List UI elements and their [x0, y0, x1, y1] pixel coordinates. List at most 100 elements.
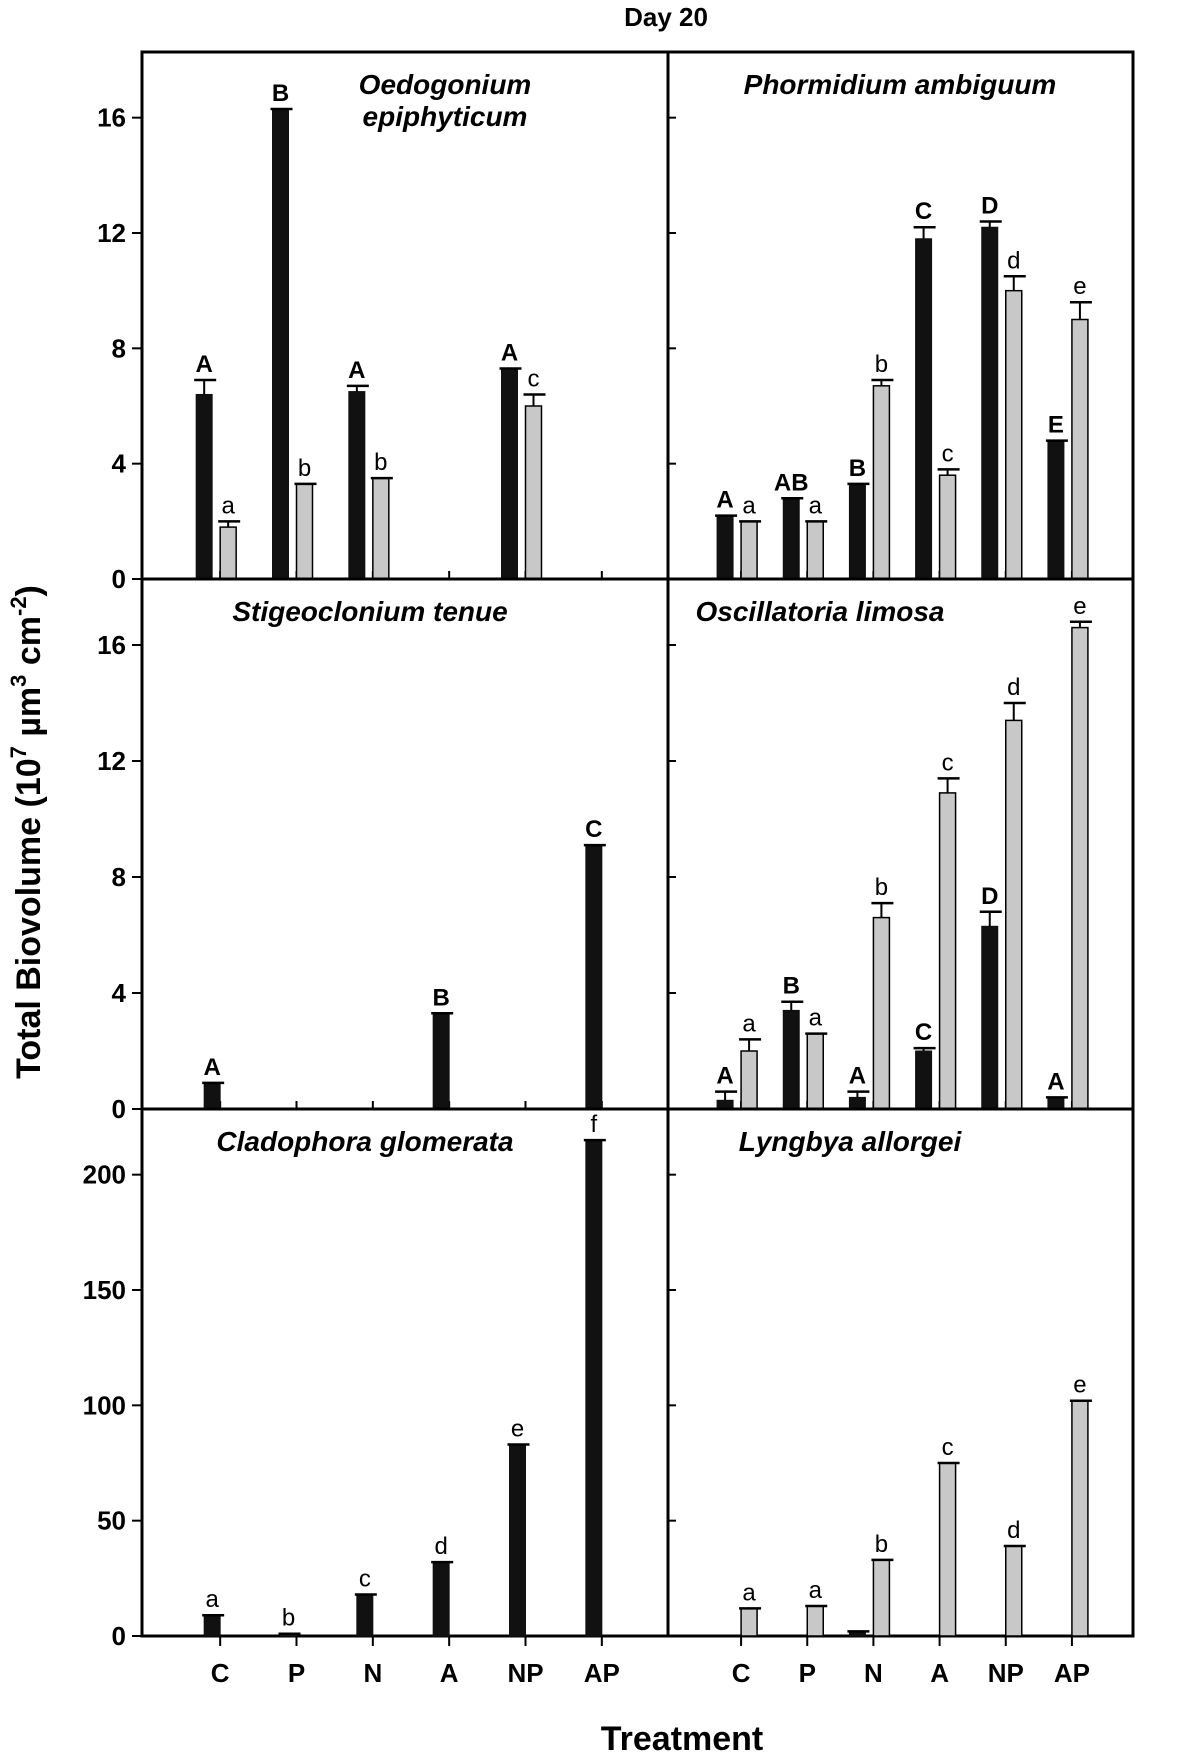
panel-mid-left: 0 4 8 12 16 A B C Stigeoclonium tenue: [97, 577, 670, 1124]
bar: [938, 1462, 957, 1637]
bar: [915, 238, 933, 580]
bar: [272, 108, 289, 580]
significance-letter: A: [716, 487, 733, 514]
significance-letter: c: [942, 1434, 954, 1461]
y-tick-label: 0: [112, 1621, 126, 1651]
x-tick-label: A: [440, 1658, 459, 1688]
significance-letter: e: [1073, 1372, 1086, 1399]
significance-letter: e: [1073, 273, 1086, 300]
bar: [981, 226, 999, 580]
panel-title: Oscillatoria limosa: [696, 596, 945, 627]
bar: [981, 925, 999, 1110]
significance-letter: a: [742, 1579, 756, 1606]
significance-letter: b: [875, 1531, 888, 1558]
panel-frame: [666, 577, 1135, 1111]
x-axis-label: Treatment: [601, 1720, 764, 1758]
panel-title: Phormidium ambiguum: [744, 69, 1057, 100]
bar: [1005, 1545, 1023, 1637]
significance-letter: D: [981, 883, 998, 910]
bar: [372, 477, 390, 580]
panel-title: Cladophora glomerata: [216, 1126, 513, 1157]
x-tick-label: N: [363, 1658, 382, 1688]
panel-title: epiphyticum: [363, 101, 528, 132]
significance-letter: d: [1007, 247, 1020, 274]
bar: [295, 483, 314, 580]
panel-title: Lyngbya allorgei: [739, 1126, 963, 1157]
significance-letter: A: [1047, 1068, 1064, 1095]
bar: [1071, 626, 1089, 1110]
y-tick-label: 8: [112, 333, 126, 363]
significance-letter: b: [875, 874, 888, 901]
panel-bottom-right: Ca Pa Nb Ac NP d AP e Lyngbya allorgei: [666, 1107, 1135, 1688]
bar: [806, 520, 824, 580]
significance-letter: c: [942, 749, 954, 776]
y-tick-label: 16: [97, 630, 126, 660]
significance-letter: B: [432, 984, 449, 1011]
x-tick-label: AP: [1054, 1658, 1090, 1688]
significance-letter: a: [809, 1005, 823, 1032]
significance-letter: d: [1007, 1517, 1020, 1544]
bar: [782, 1009, 800, 1110]
bar: [848, 483, 866, 580]
bar: [806, 1032, 824, 1110]
bar: [1005, 289, 1023, 580]
significance-letter: c: [528, 365, 540, 392]
bar: [356, 1593, 374, 1637]
bar: [740, 520, 758, 580]
bar: [432, 1561, 450, 1637]
significance-letter: f: [590, 1111, 597, 1138]
panel-title: Stigeoclonium tenue: [232, 596, 507, 627]
significance-letter: B: [849, 455, 866, 482]
bar: [1047, 1096, 1065, 1110]
bar: [848, 1096, 866, 1110]
y-tick-label: 12: [97, 218, 126, 248]
y-tick-label: 12: [97, 746, 126, 776]
y-tick-label: 150: [83, 1275, 126, 1305]
bar: [938, 792, 957, 1110]
x-tick-label: P: [288, 1658, 305, 1688]
significance-letter: A: [203, 1054, 220, 1081]
significance-letter: c: [942, 440, 954, 467]
x-tick-label: NP: [507, 1658, 543, 1688]
significance-letter: a: [809, 492, 823, 519]
bar: [740, 1607, 758, 1637]
x-tick-label: A: [930, 1658, 949, 1688]
bar: [348, 391, 366, 580]
y-axis-label: Total Biovolume (107 µm3 cm-2): [6, 585, 48, 1079]
significance-letter: e: [511, 1416, 524, 1443]
y-tick-label: 200: [83, 1160, 126, 1190]
y-tick-label: 0: [112, 1094, 126, 1124]
bar: [195, 393, 213, 580]
significance-letter: E: [1048, 412, 1064, 439]
bar: [501, 368, 518, 580]
y-tick-label: 4: [112, 449, 127, 479]
bar: [585, 844, 603, 1110]
bar: [782, 497, 800, 580]
y-tick-label: 8: [112, 862, 126, 892]
y-tick-label: 100: [83, 1390, 126, 1420]
significance-letter: B: [783, 973, 800, 1000]
significance-letter: d: [434, 1533, 447, 1560]
significance-letter: a: [809, 1577, 823, 1604]
bar: [872, 1559, 891, 1637]
significance-letter: C: [585, 816, 602, 843]
bar: [432, 1012, 450, 1110]
y-tick-label: 16: [97, 103, 126, 133]
bar: [219, 526, 237, 580]
significance-letter: a: [205, 1586, 219, 1613]
y-tick-label: 50: [97, 1506, 126, 1536]
panel-bottom-left: 0 50 100 150 200 Ca Pb Nc Ad NP e AP f Cladophora glo…: [83, 1107, 670, 1688]
x-tick-label: C: [211, 1658, 230, 1688]
significance-letter: A: [716, 1063, 733, 1090]
significance-letter: C: [915, 198, 932, 225]
x-tick-label: C: [732, 1658, 751, 1688]
bar: [740, 1050, 758, 1110]
bar: [203, 1082, 221, 1110]
bar: [1047, 440, 1065, 580]
x-tick-label: AP: [584, 1658, 620, 1688]
significance-letter: A: [348, 357, 365, 384]
bar: [872, 916, 891, 1110]
significance-letter: a: [742, 492, 756, 519]
